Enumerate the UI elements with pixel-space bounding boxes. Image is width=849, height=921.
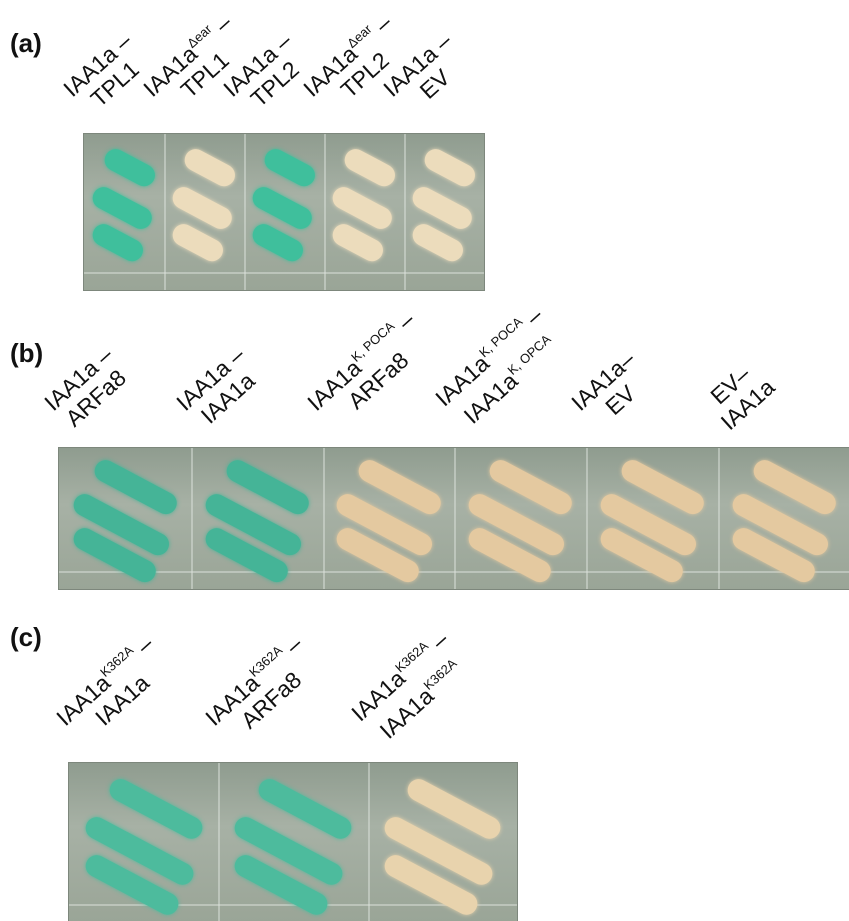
plate-lane	[69, 763, 220, 921]
yeast-streak	[421, 145, 479, 190]
agar-plate	[68, 762, 518, 921]
lane-label: IAA1aK, POCA–IAA1aK, OPCA	[426, 298, 569, 435]
lane-label: IAA1aΔear–TPL2	[294, 5, 414, 121]
lane-label: IAA1a –IAA1a	[171, 342, 267, 435]
lane-label: IAA1a –ARFa8	[39, 342, 135, 435]
yeast-streak	[101, 145, 159, 190]
lane-label: IAA1aK362A–ARFa8	[196, 626, 324, 750]
lane-label: EV–IAA1a	[698, 354, 779, 435]
yeast-streak	[261, 145, 319, 190]
panel-label: (b)	[10, 338, 43, 369]
agar-plate	[83, 133, 485, 291]
agar-plate	[58, 447, 849, 590]
plate-lane	[244, 134, 326, 290]
plate-lane	[323, 448, 457, 589]
figure: (a)IAA1a –TPL1IAA1aΔear–TPL1IAA1a –TPL2I…	[0, 0, 849, 921]
lane-label: IAA1aΔear–TPL1	[134, 5, 254, 121]
panel-label: (a)	[10, 28, 42, 59]
plate-lane	[218, 763, 369, 921]
yeast-streak	[341, 145, 399, 190]
plate-lane	[404, 134, 485, 290]
panel-label: (c)	[10, 622, 42, 653]
plate-lane	[164, 134, 246, 290]
plate-lane	[191, 448, 325, 589]
plate-lane	[324, 134, 406, 290]
lane-label: IAA1aK362A–IAA1aK362A	[342, 622, 474, 750]
plate-lane	[59, 448, 193, 589]
plate-lane	[718, 448, 849, 589]
plate-lane	[84, 134, 166, 290]
yeast-streak	[181, 145, 239, 190]
plate-lane	[368, 763, 518, 921]
lane-label: IAA1aK, POCA–ARFa8	[299, 302, 438, 435]
plate-lane	[586, 448, 720, 589]
plate-lane	[455, 448, 589, 589]
lane-label: IAA1aK362A–IAA1a	[47, 626, 175, 750]
lane-label: IAA1a–EV	[566, 346, 657, 435]
